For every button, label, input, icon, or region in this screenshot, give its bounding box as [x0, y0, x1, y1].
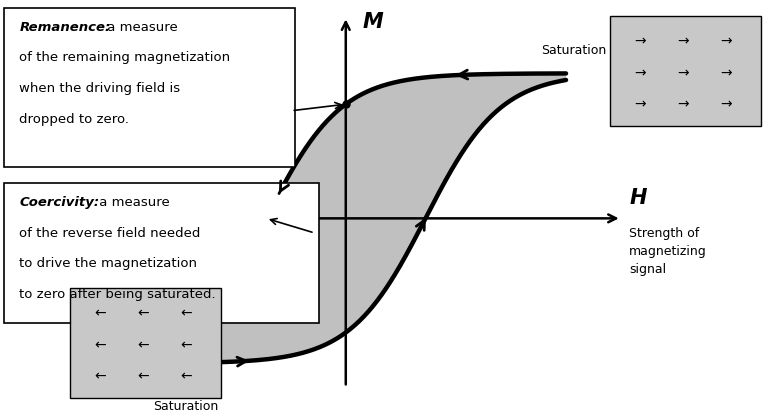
Text: Coercivity:: Coercivity:: [19, 196, 99, 209]
Text: ←: ←: [94, 370, 106, 384]
Text: ←: ←: [180, 307, 192, 321]
Text: →: →: [634, 35, 646, 49]
Text: Strength of
magnetizing
signal: Strength of magnetizing signal: [629, 227, 707, 276]
Text: to drive the magnetization: to drive the magnetization: [19, 258, 197, 271]
Polygon shape: [125, 73, 566, 363]
Text: a measure: a measure: [103, 21, 178, 34]
Text: ←: ←: [137, 307, 148, 321]
Text: ←: ←: [180, 370, 192, 384]
Text: →: →: [677, 98, 688, 112]
Text: ←: ←: [180, 338, 192, 352]
Text: to zero after being saturated.: to zero after being saturated.: [19, 288, 216, 302]
FancyBboxPatch shape: [4, 8, 295, 167]
FancyBboxPatch shape: [610, 16, 761, 126]
FancyBboxPatch shape: [70, 288, 221, 398]
Text: →: →: [720, 66, 732, 80]
Text: Remanence:: Remanence:: [19, 21, 110, 34]
Text: →: →: [720, 98, 732, 112]
Text: M: M: [363, 12, 384, 33]
Text: dropped to zero.: dropped to zero.: [19, 113, 130, 126]
Text: Saturation: Saturation: [154, 400, 218, 412]
Text: →: →: [677, 35, 688, 49]
Text: →: →: [720, 35, 732, 49]
Text: →: →: [634, 66, 646, 80]
FancyBboxPatch shape: [4, 183, 319, 323]
Text: when the driving field is: when the driving field is: [19, 82, 180, 96]
Text: a measure: a measure: [95, 196, 169, 209]
Text: →: →: [634, 98, 646, 112]
Text: Saturation: Saturation: [541, 44, 606, 57]
Text: ←: ←: [137, 338, 148, 352]
Text: ←: ←: [94, 338, 106, 352]
Text: H: H: [629, 188, 647, 208]
Text: ←: ←: [94, 307, 106, 321]
Text: ←: ←: [137, 370, 148, 384]
Text: of the remaining magnetization: of the remaining magnetization: [19, 52, 231, 65]
Text: →: →: [677, 66, 688, 80]
Text: of the reverse field needed: of the reverse field needed: [19, 227, 200, 240]
